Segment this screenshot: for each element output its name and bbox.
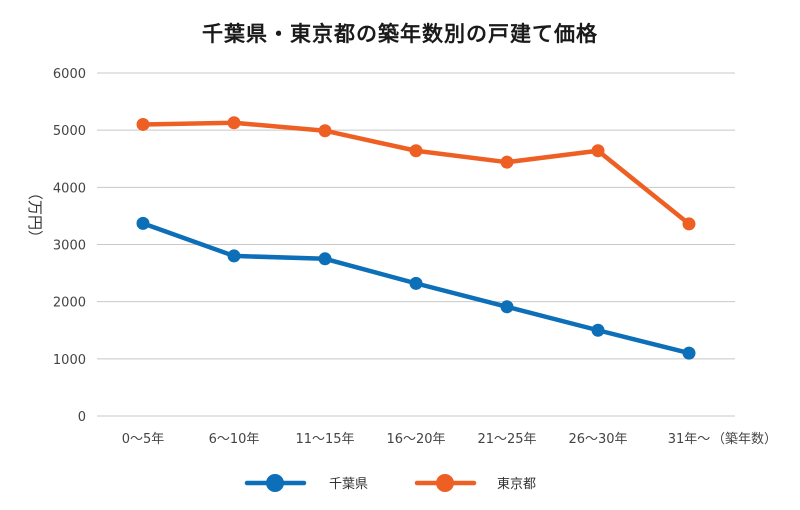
- x-tick-label: 6～10年: [209, 432, 260, 447]
- legend: 千葉県 東京都: [244, 474, 536, 492]
- data-point: [682, 346, 696, 360]
- legend-swatch-marker: [266, 474, 284, 492]
- data-point: [500, 155, 514, 169]
- x-tick-label: 21～25年: [477, 432, 536, 447]
- legend-swatch-marker: [436, 474, 454, 492]
- chart-title: 千葉県・東京都の築年数別の戸建て価格: [202, 22, 598, 46]
- x-axis-ticks: 0～5年 6～10年 11～15年 16～20年 21～25年 26～30年 31年～: [122, 432, 711, 447]
- y-axis-ticks: 0 1000 2000 3000 4000 5000 6000: [53, 67, 86, 425]
- y-tick-label: 1000: [53, 353, 86, 368]
- legend-item: 東京都: [414, 474, 536, 492]
- y-tick-label: 6000: [53, 67, 86, 82]
- y-tick-label: 0: [78, 410, 86, 425]
- series-line: [140, 120, 692, 227]
- data-point: [136, 216, 150, 230]
- data-point: [409, 144, 423, 158]
- data-point: [591, 323, 605, 337]
- data-point: [136, 117, 150, 131]
- data-point: [409, 276, 423, 290]
- x-tick-label: 26～30年: [568, 432, 627, 447]
- y-axis-label: （万円）: [26, 185, 44, 245]
- series-2: [136, 116, 696, 231]
- legend-label: 東京都: [497, 476, 536, 492]
- data-point: [500, 300, 514, 314]
- series-layer: [136, 116, 696, 360]
- y-tick-label: 2000: [53, 296, 86, 311]
- data-point: [227, 249, 241, 263]
- y-tick-label: 3000: [53, 239, 86, 254]
- x-tick-label: 11～15年: [295, 432, 354, 447]
- y-tick-label: 5000: [53, 124, 86, 139]
- y-tick-label: 4000: [53, 181, 86, 196]
- x-axis-label: （築年数）: [712, 432, 777, 447]
- legend-label: 千葉県: [329, 477, 368, 492]
- data-point: [682, 217, 696, 231]
- x-tick-label: 0～5年: [122, 432, 165, 447]
- data-point: [591, 144, 605, 158]
- data-point: [227, 116, 241, 130]
- legend-item: 千葉県: [244, 474, 368, 492]
- x-tick-label: 16～20年: [386, 432, 445, 447]
- series-1: [136, 216, 696, 360]
- data-point: [318, 252, 332, 266]
- data-point: [318, 124, 332, 138]
- x-tick-label: 31年～: [668, 432, 711, 447]
